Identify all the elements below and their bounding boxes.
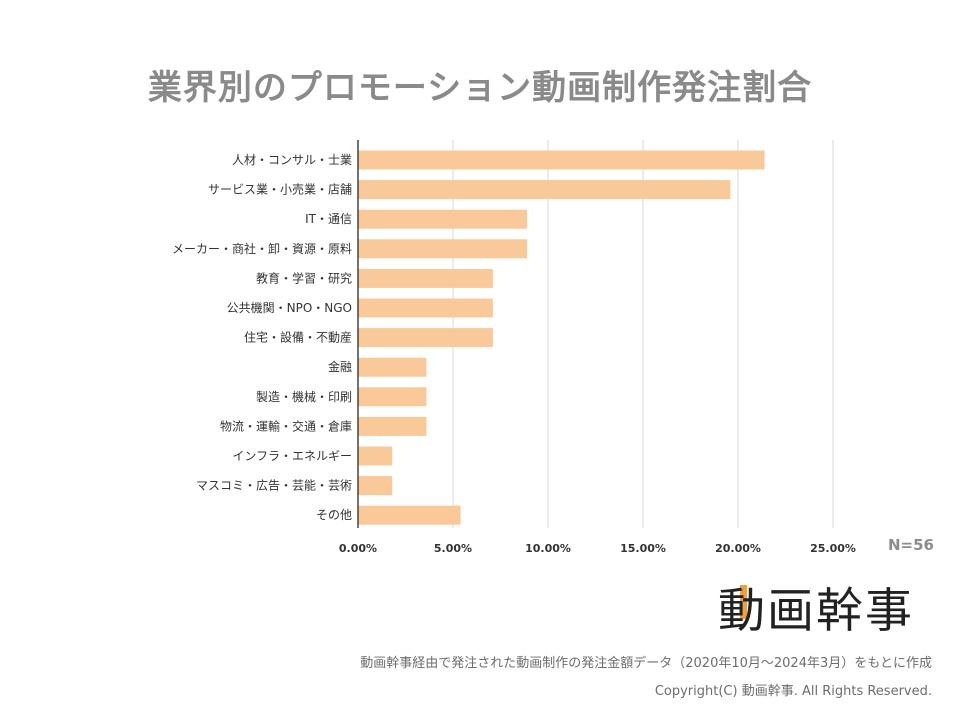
chart-title: 業界別のプロモーション動画制作発注割合 (147, 68, 813, 108)
bar (358, 387, 427, 407)
bar (358, 180, 731, 200)
bar (358, 357, 427, 377)
category-label: 住宅・設備・不動産 (244, 330, 352, 345)
bar (358, 268, 493, 288)
x-tick-label: 20.00% (715, 542, 761, 555)
x-tick-label: 10.00% (525, 542, 571, 555)
category-label: マスコミ・広告・芸能・芸術 (196, 479, 352, 493)
category-label: メーカー・商社・卸・資源・原料 (172, 241, 352, 256)
category-label: 人材・コンサル・士業 (232, 153, 352, 167)
category-label: 金融 (328, 359, 352, 374)
category-label: サービス業・小売業・店舗 (208, 182, 352, 197)
bar (358, 298, 493, 318)
x-tick-label: 0.00% (339, 542, 377, 555)
brand-logo: 動画幹事 (718, 584, 914, 639)
source-note: 動画幹事経由で発注された動画制作の発注金額データ（2020年10月〜2024年3… (360, 656, 932, 671)
bar (358, 328, 493, 348)
x-tick-label: 25.00% (810, 542, 856, 555)
logo-accent-mark (740, 585, 747, 619)
category-label: 物流・運輸・交通・倉庫 (220, 418, 352, 433)
bar (358, 209, 528, 229)
x-tick-label: 5.00% (434, 542, 472, 555)
x-tick-label: 15.00% (620, 542, 666, 555)
bar (358, 416, 427, 436)
category-label: 教育・学習・研究 (256, 270, 352, 285)
bar (358, 150, 765, 170)
category-label: インフラ・エネルギー (232, 449, 352, 463)
bar (358, 505, 461, 525)
category-label: 公共機関・NPO・NGO (227, 300, 352, 315)
copyright-notice: Copyright(C) 動画幹事. All Rights Reserved. (654, 684, 932, 699)
category-label: その他 (316, 508, 352, 522)
bar (358, 239, 528, 259)
sample-size-label: N=56 (888, 536, 934, 554)
bar (358, 446, 393, 466)
category-label: IT・通信 (305, 212, 352, 226)
category-label: 製造・機械・印刷 (256, 389, 352, 404)
bar (358, 476, 393, 496)
